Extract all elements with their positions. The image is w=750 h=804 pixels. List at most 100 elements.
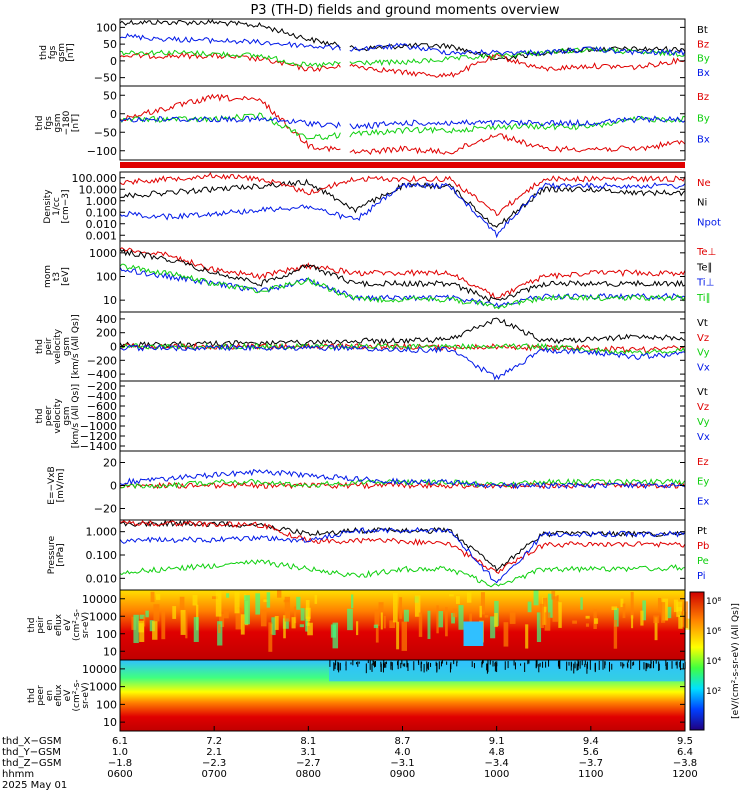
spectrogram-cell [382, 662, 384, 673]
spectrogram-cell [654, 617, 658, 641]
y-tick-label: 100 [96, 21, 117, 34]
spectrogram-cell [375, 624, 379, 643]
spectrogram-cell [456, 661, 458, 667]
legend-entry: Te⊥ [696, 247, 716, 258]
spectrogram-cell [486, 663, 488, 674]
spectrogram-cell [380, 612, 383, 630]
spectrogram-cell [579, 660, 581, 669]
trace-pressure-0 [119, 519, 686, 572]
colorbar-tick-label: 10² [706, 687, 721, 697]
spectrogram-cell [399, 597, 403, 619]
spectrogram-cell [574, 661, 576, 669]
spectrogram-cell [611, 663, 613, 670]
spectrogram-cell [514, 662, 516, 670]
y-axis-label: t3 [52, 272, 62, 281]
spectrogram-cell [647, 663, 649, 668]
y-axis-label: [km/s (All Qs)] [71, 314, 81, 378]
y-axis-label: (cm²-s- [72, 609, 82, 641]
y-axis-label: gsm [62, 406, 72, 425]
spectrogram-cell [430, 662, 432, 667]
spectrogram-cell [402, 663, 404, 667]
spectrogram-cell [580, 597, 583, 610]
spectrogram-cell [602, 660, 604, 670]
trace-fgs_clip-0 [119, 93, 686, 155]
legend-entry: Vy [697, 348, 710, 359]
spectrogram-cell [138, 620, 144, 633]
y-tick-label: 10 [103, 716, 117, 729]
spectrogram-cell [645, 662, 647, 672]
spectrogram-cell [671, 661, 673, 669]
spectrogram-cell [380, 661, 382, 668]
spectrogram-cell [527, 660, 529, 665]
y-axis-label: velocity [53, 328, 63, 364]
spectrogram-cell [538, 663, 540, 673]
spectrogram-cell [337, 661, 339, 671]
spectrogram-cell [665, 663, 667, 670]
spectrogram-cell [365, 663, 367, 674]
spectrogram-cell [661, 602, 666, 623]
spectrogram-cell [260, 609, 267, 627]
y-tick-label: 1.000 [86, 195, 118, 208]
spectrogram-cell [557, 660, 559, 667]
spectrogram-cell [585, 615, 590, 619]
y-tick-label: 0 [110, 55, 117, 68]
y-axis-label: fgs [44, 116, 54, 130]
y-tick-label: 0 [110, 480, 117, 493]
spectrogram-cell [356, 621, 359, 636]
y-tick-label: 1000 [89, 610, 117, 623]
spectrogram-cell [274, 615, 279, 630]
plot-title: P3 (TH-D) fields and ground moments over… [250, 3, 559, 18]
spectrogram-cell [683, 601, 689, 629]
spectrogram-cell [401, 621, 408, 651]
spectrogram-cell [494, 612, 498, 628]
legend-entry: Ti∥ [696, 293, 711, 304]
spectrogram-cell [585, 623, 590, 627]
y-tick-label: 10.000 [79, 183, 118, 196]
legend-entry: Pe [697, 556, 709, 567]
spectrogram-cell [544, 612, 551, 631]
y-tick-label: 10 [103, 645, 117, 658]
spectrogram-cell [234, 591, 240, 614]
spectrogram-cell [284, 596, 291, 622]
footer-y-value: 4.0 [395, 747, 411, 758]
y-axis-label: en [45, 690, 55, 701]
spectrogram-cell [373, 624, 378, 629]
spectrogram-cell [653, 615, 660, 624]
spectrogram-cell [487, 662, 489, 673]
y-axis-label: eV [63, 689, 73, 702]
spectrogram-cell [490, 616, 496, 639]
spectrogram-cell [614, 608, 619, 627]
spectrogram-cell [192, 594, 198, 606]
spectrogram-cell [293, 606, 297, 624]
footer-row-label: thd_X−GSM [2, 736, 62, 747]
spectrogram-cell [244, 595, 250, 625]
spectrogram-cell [630, 660, 632, 669]
spectrogram-cell [403, 609, 409, 622]
y-tick-label: 1.000 [86, 526, 118, 539]
spectrogram-cell [345, 663, 347, 666]
legend-entry: Vt [697, 318, 708, 329]
spectrogram-cell [679, 660, 681, 671]
spectrogram-cell [449, 594, 454, 597]
trace-density-1 [119, 172, 686, 217]
spectrogram-cell [547, 593, 554, 618]
spectrogram-cell [407, 663, 409, 672]
spectrogram-cell [586, 661, 588, 669]
spectrogram-cell [291, 617, 296, 629]
footer-y-value: 3.1 [300, 747, 316, 758]
y-axis-label: gsm [62, 337, 72, 356]
spectrogram-cell [215, 590, 222, 617]
footer-z-value: −3.8 [673, 758, 697, 769]
spectrogram-cell [384, 663, 386, 668]
spectrogram-cell [646, 663, 648, 669]
spectrogram-cell [255, 593, 261, 615]
spectrogram-cell [466, 592, 472, 603]
y-tick-label: 0.010 [86, 218, 118, 231]
spectrogram-cell [406, 661, 408, 666]
trace-peir_vel-1 [119, 342, 686, 353]
legend-entry: Vx [697, 362, 710, 373]
spectrogram-cell [355, 662, 357, 665]
y-axis-label: [mV/m] [56, 469, 66, 503]
spectrogram-cell [404, 663, 406, 667]
